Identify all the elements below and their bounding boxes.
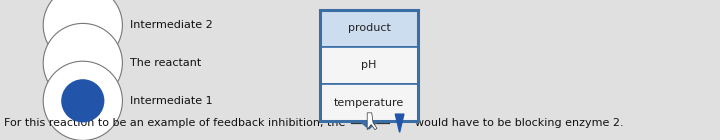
Ellipse shape xyxy=(61,79,104,122)
Ellipse shape xyxy=(43,0,122,65)
Text: Intermediate 2: Intermediate 2 xyxy=(130,20,212,30)
Text: pH: pH xyxy=(361,60,377,70)
Polygon shape xyxy=(395,114,404,132)
Text: For this reaction to be an example of feedback inhibition, the: For this reaction to be an example of fe… xyxy=(4,118,345,128)
Text: product: product xyxy=(348,23,390,33)
Ellipse shape xyxy=(43,23,122,103)
Text: Intermediate 1: Intermediate 1 xyxy=(130,96,212,106)
Ellipse shape xyxy=(43,61,122,140)
FancyBboxPatch shape xyxy=(320,10,418,47)
Polygon shape xyxy=(360,121,379,129)
Text: temperature: temperature xyxy=(334,98,404,108)
FancyBboxPatch shape xyxy=(320,84,418,121)
Text: would have to be blocking enzyme 2.: would have to be blocking enzyme 2. xyxy=(415,118,624,128)
FancyBboxPatch shape xyxy=(320,47,418,84)
Polygon shape xyxy=(367,113,377,130)
Text: The reactant: The reactant xyxy=(130,58,201,68)
